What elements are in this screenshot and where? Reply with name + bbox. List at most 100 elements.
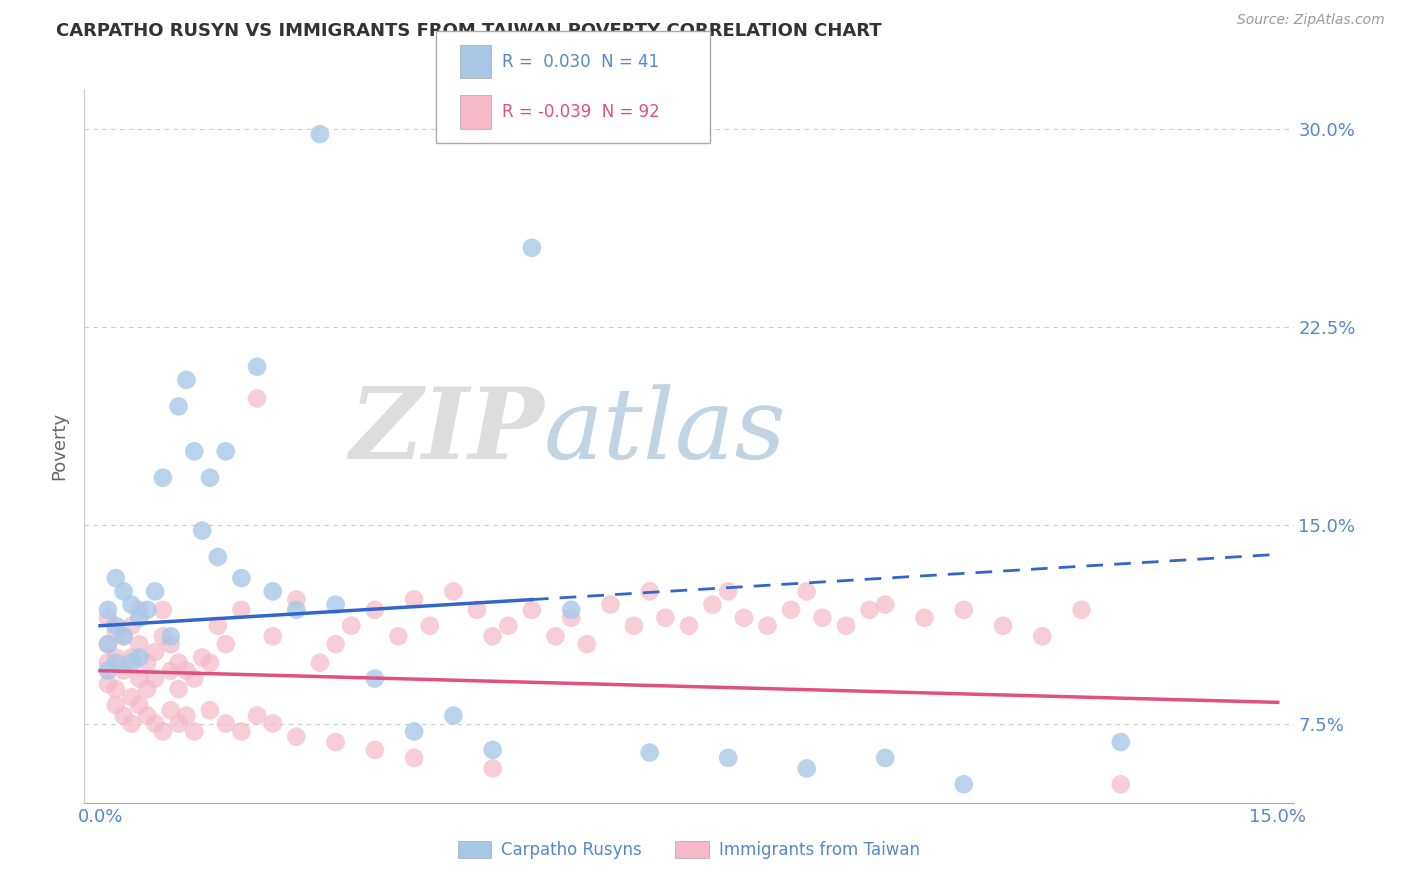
Point: [159, 703, 181, 717]
Point: [481, 743, 503, 757]
Point: [136, 603, 159, 617]
Point: [183, 444, 205, 458]
Point: [97, 637, 120, 651]
Point: [207, 618, 229, 632]
Text: Source: ZipAtlas.com: Source: ZipAtlas.com: [1237, 13, 1385, 28]
Point: [104, 650, 127, 665]
Point: [128, 698, 150, 712]
Point: [104, 698, 127, 712]
Point: [121, 598, 143, 612]
Point: [121, 690, 143, 704]
Point: [623, 618, 645, 632]
Point: [176, 708, 198, 723]
Point: [97, 664, 120, 678]
Point: [481, 629, 503, 643]
Point: [159, 637, 181, 651]
Point: [325, 735, 347, 749]
Point: [498, 618, 520, 632]
Point: [231, 603, 253, 617]
Point: [104, 624, 127, 638]
Point: [875, 598, 897, 612]
Point: [309, 127, 332, 141]
Point: [112, 708, 135, 723]
Point: [97, 637, 120, 651]
Point: [678, 618, 700, 632]
Text: R =  0.030  N = 41: R = 0.030 N = 41: [502, 53, 659, 70]
Point: [112, 629, 135, 643]
Point: [952, 603, 974, 617]
Point: [404, 592, 426, 607]
Point: [176, 373, 198, 387]
Point: [136, 682, 159, 697]
Point: [441, 584, 464, 599]
Point: [167, 656, 190, 670]
Legend: Carpatho Rusyns, Immigrants from Taiwan: Carpatho Rusyns, Immigrants from Taiwan: [451, 834, 927, 866]
Point: [191, 524, 214, 538]
Point: [914, 611, 936, 625]
Point: [97, 677, 120, 691]
Point: [167, 400, 190, 414]
Point: [404, 751, 426, 765]
Point: [128, 650, 150, 665]
Point: [152, 629, 174, 643]
Point: [246, 708, 269, 723]
Text: CARPATHO RUSYN VS IMMIGRANTS FROM TAIWAN POVERTY CORRELATION CHART: CARPATHO RUSYN VS IMMIGRANTS FROM TAIWAN…: [56, 22, 882, 40]
Point: [136, 708, 159, 723]
Point: [952, 777, 974, 791]
Text: atlas: atlas: [544, 384, 786, 479]
Point: [875, 751, 897, 765]
Point: [796, 761, 818, 775]
Point: [520, 603, 543, 617]
Point: [128, 637, 150, 651]
Point: [136, 656, 159, 670]
Point: [167, 682, 190, 697]
Point: [198, 471, 221, 485]
Point: [246, 392, 269, 406]
Point: [811, 611, 834, 625]
Point: [638, 746, 661, 760]
Point: [152, 603, 174, 617]
Point: [285, 592, 308, 607]
Point: [121, 656, 143, 670]
Point: [159, 664, 181, 678]
Point: [183, 724, 205, 739]
Point: [121, 618, 143, 632]
Point: [143, 584, 166, 599]
Point: [198, 703, 221, 717]
Point: [143, 645, 166, 659]
Point: [231, 724, 253, 739]
Point: [152, 724, 174, 739]
Point: [262, 716, 284, 731]
Point: [97, 656, 120, 670]
Point: [143, 672, 166, 686]
Point: [104, 571, 127, 585]
Point: [441, 708, 464, 723]
Point: [309, 656, 332, 670]
Point: [128, 672, 150, 686]
Point: [183, 672, 205, 686]
Point: [152, 471, 174, 485]
Point: [215, 444, 238, 458]
Point: [191, 650, 214, 665]
Point: [1109, 777, 1132, 791]
Point: [246, 359, 269, 374]
Text: R = -0.039  N = 92: R = -0.039 N = 92: [502, 103, 659, 121]
Point: [1109, 735, 1132, 749]
Point: [419, 618, 441, 632]
Point: [481, 761, 503, 775]
Point: [780, 603, 803, 617]
Point: [121, 716, 143, 731]
Point: [364, 743, 387, 757]
Point: [544, 629, 567, 643]
Point: [285, 603, 308, 617]
Point: [262, 584, 284, 599]
Point: [285, 730, 308, 744]
Point: [112, 629, 135, 643]
Point: [128, 611, 150, 625]
Point: [207, 549, 229, 564]
Point: [575, 637, 598, 651]
Point: [858, 603, 880, 617]
Y-axis label: Poverty: Poverty: [51, 412, 69, 480]
Point: [325, 637, 347, 651]
Point: [991, 618, 1014, 632]
